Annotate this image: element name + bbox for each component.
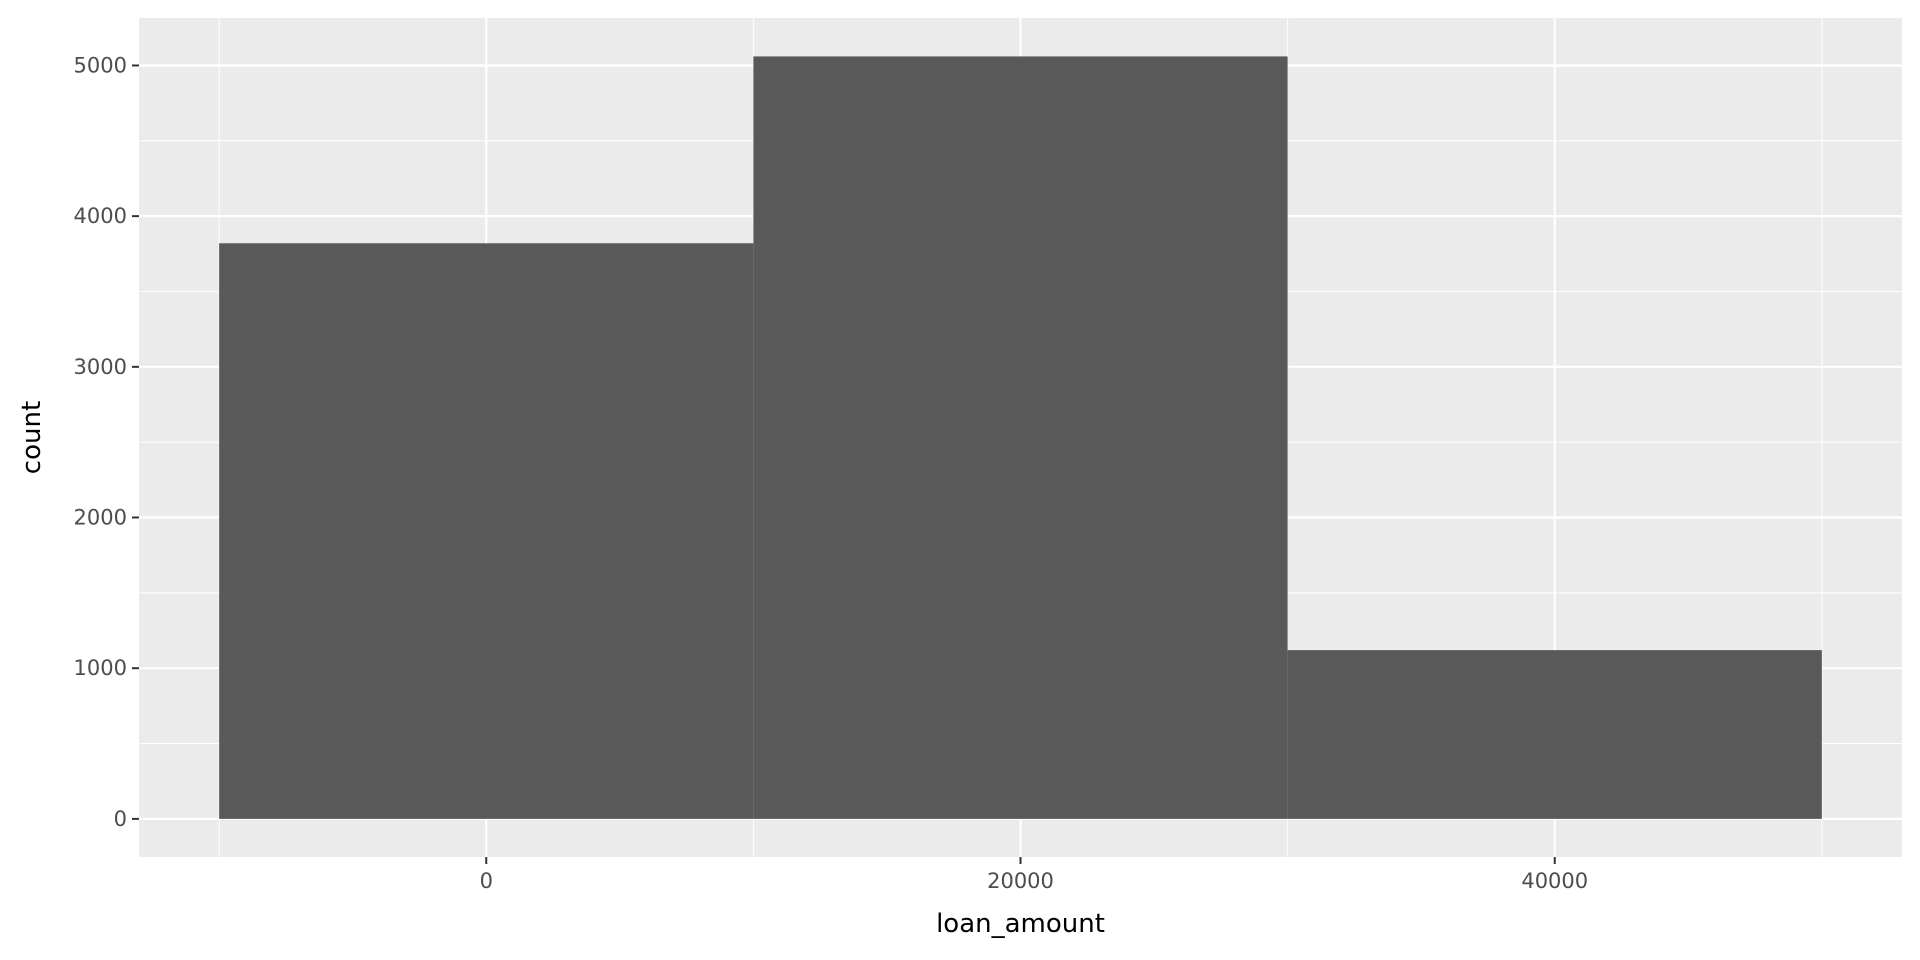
y-tick-label: 5000 <box>74 53 127 77</box>
histogram-bar <box>1287 650 1822 819</box>
x-axis-title: loan_amount <box>936 909 1105 939</box>
y-tick-label: 2000 <box>74 506 127 530</box>
x-tick-label: 0 <box>480 869 493 893</box>
y-tick-label: 4000 <box>74 204 127 228</box>
x-axis: 0 20000 40000 <box>480 857 1588 893</box>
histogram-bar <box>753 56 1288 819</box>
x-tick-label: 20000 <box>987 869 1054 893</box>
y-axis: 0 1000 2000 3000 4000 5000 <box>74 53 139 831</box>
x-tick-label: 40000 <box>1521 869 1588 893</box>
histogram-bar <box>219 243 754 819</box>
y-tick-label: 0 <box>114 807 127 831</box>
histogram-bars <box>219 56 1822 819</box>
y-tick-label: 3000 <box>74 355 127 379</box>
y-tick-label: 1000 <box>74 656 127 680</box>
y-axis-title: count <box>17 401 47 474</box>
